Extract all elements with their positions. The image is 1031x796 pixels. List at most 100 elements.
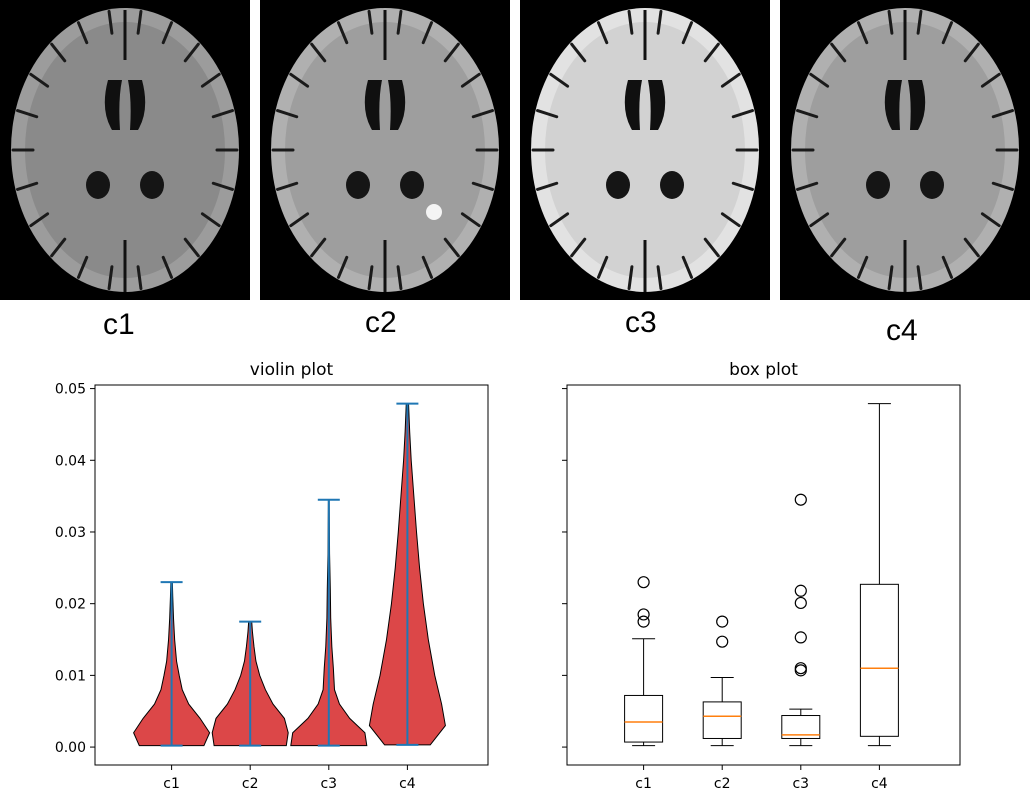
sulcus: [443, 237, 460, 258]
sulcus: [310, 237, 327, 258]
sulcus: [276, 181, 299, 191]
sulcus: [570, 237, 587, 258]
x-tick-label: c4: [399, 776, 416, 792]
panel-label-c1: c1: [103, 308, 135, 341]
sulcus: [211, 109, 234, 119]
sulcus: [161, 255, 174, 279]
y-tick-label: 0.04: [55, 453, 86, 469]
left-ventricle: [884, 80, 902, 130]
sulcus: [656, 9, 663, 35]
sulcus: [200, 72, 221, 88]
sulcus: [136, 265, 143, 291]
box-c1: [624, 694, 664, 743]
sulcus: [183, 42, 200, 63]
sulcus: [596, 255, 609, 279]
panel-label-c4: c4: [886, 314, 918, 347]
sulcus: [336, 21, 349, 45]
sulcus: [460, 212, 481, 228]
sulcus: [941, 255, 954, 279]
sulcus: [681, 21, 694, 45]
sulcus: [809, 212, 830, 228]
outlier-point-c3: [794, 584, 807, 597]
outlier-point-c2: [716, 615, 729, 628]
y-tick-label: 0.00: [55, 740, 86, 756]
sulcus: [916, 265, 923, 291]
mri-scan-c4: [780, 0, 1030, 300]
sulcus: [570, 42, 587, 63]
y-tick-label: 0.02: [55, 597, 86, 613]
charts-figure: violin plot 0.00 0.01 0.02 0.03 0.04 0.05 c1 c2 c…: [55, 360, 961, 792]
x-tick-label: c3: [320, 776, 337, 792]
sulcus: [276, 109, 299, 119]
outlier-point-c3: [794, 596, 807, 610]
sulcus: [50, 42, 67, 63]
panel-label-c2: c2: [365, 306, 397, 339]
sulcus: [50, 237, 67, 258]
sulcus: [856, 255, 869, 279]
posterior-horn-left: [346, 171, 370, 199]
sulcus: [367, 265, 374, 291]
x-tick-label: c1: [163, 776, 180, 792]
sulcus: [720, 212, 741, 228]
sulcus: [627, 265, 634, 291]
axes-frame: [94, 384, 489, 766]
white-matter: [545, 22, 745, 278]
sulcus: [627, 9, 634, 35]
sulcus: [460, 72, 481, 88]
panel-label-c3: c3: [625, 306, 657, 339]
left-ventricle: [104, 80, 122, 130]
sulcus: [76, 21, 89, 45]
y-tick-label: 0.03: [55, 525, 86, 541]
right-ventricle: [648, 80, 666, 130]
sulcus: [596, 21, 609, 45]
sulcus: [76, 255, 89, 279]
box-c3: [781, 715, 821, 739]
sulcus: [703, 237, 720, 258]
axes-frame: [566, 384, 961, 766]
outlier-point-c1: [637, 576, 650, 589]
sulcus: [29, 212, 50, 228]
sulcus: [289, 212, 310, 228]
mri-scan-c3: [520, 0, 770, 300]
sulcus: [549, 212, 570, 228]
sulcus: [289, 72, 310, 88]
outlier-point-c1: [637, 615, 650, 628]
sulcus: [183, 237, 200, 258]
chart-title: box plot: [729, 360, 798, 380]
y-tick-label: 0.05: [55, 382, 86, 398]
x-tick-label: c1: [635, 776, 652, 792]
right-ventricle: [388, 80, 406, 130]
sulcus: [549, 72, 570, 88]
left-ventricle: [364, 80, 382, 130]
outlier-point-c3: [794, 662, 807, 675]
sulcus: [336, 255, 349, 279]
sulcus: [830, 237, 847, 258]
y-tick-label: 0.01: [55, 668, 86, 684]
posterior-horn-right: [400, 171, 424, 199]
sulcus: [656, 265, 663, 291]
x-tick-label: c4: [871, 776, 888, 792]
sulcus: [211, 181, 234, 191]
chart-title: violin plot: [250, 360, 334, 380]
sulcus: [536, 181, 559, 191]
sulcus: [471, 109, 494, 119]
sulcus: [887, 265, 894, 291]
posterior-horn-right: [660, 171, 684, 199]
sulcus: [367, 9, 374, 35]
sulcus: [16, 181, 39, 191]
sulcus: [421, 255, 434, 279]
mri-scan-c1: [0, 0, 250, 300]
sulcus: [443, 42, 460, 63]
sulcus: [809, 72, 830, 88]
sulcus: [536, 109, 559, 119]
sulcus: [963, 42, 980, 63]
sulcus: [941, 21, 954, 45]
sulcus: [421, 21, 434, 45]
box-chart: box plot c1 c2 c3 c4: [562, 360, 961, 792]
sulcus: [963, 237, 980, 258]
x-tick-label: c2: [714, 776, 731, 792]
sulcus: [887, 9, 894, 35]
sulcus: [980, 212, 1001, 228]
sulcus: [396, 9, 403, 35]
sulcus: [856, 21, 869, 45]
